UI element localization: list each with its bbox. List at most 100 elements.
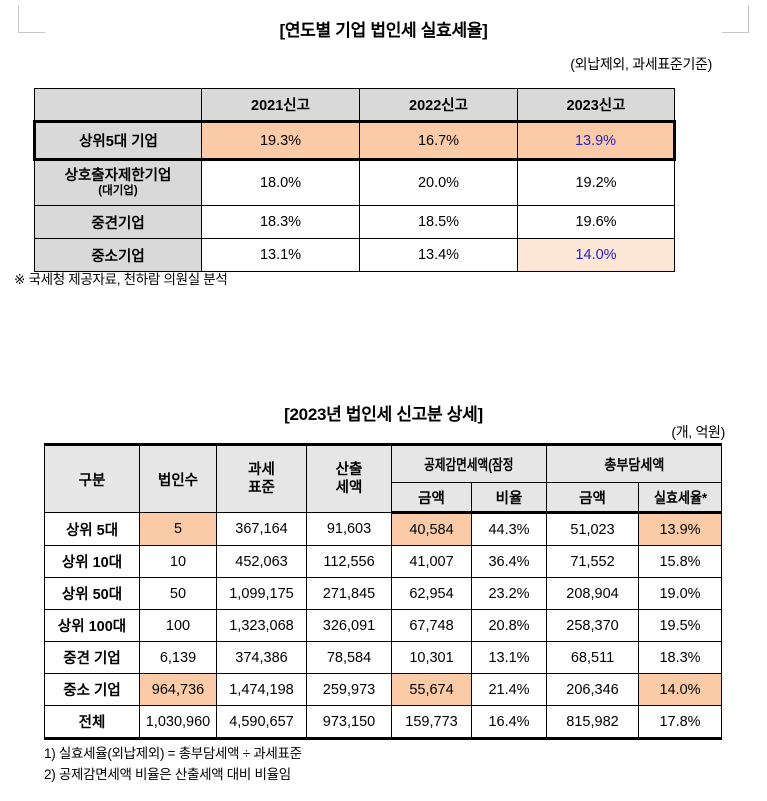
table2-row-label-midsize: 중견 기업 (44, 641, 140, 674)
table2-cell-effective-rate-total: 17.8% (637, 705, 723, 740)
table2-cell-computed-tax-top5: 91,603 (306, 512, 392, 546)
table2-row-label-sme: 중소 기업 (44, 673, 140, 706)
table2-header-computed-tax-line2: 세액 (335, 480, 363, 496)
table2-cell-deduction-ratio-total: 16.4% (471, 705, 547, 740)
table2-row-label-top100: 상위 100대 (44, 609, 140, 642)
section2-title: [2023년 법인세 신고분 상세] (284, 405, 483, 424)
table1-cell-cross-2022: 20.0% (359, 159, 518, 206)
table2-cell-corp-count-midsize: 6,139 (139, 641, 217, 674)
table1-cell-sme-2022: 13.4% (359, 238, 518, 272)
table2-header-tax-base-line1: 과세 (248, 461, 275, 478)
table2-header-tax-base-line2: 표준 (248, 480, 275, 496)
table1-corner-header (34, 88, 202, 122)
table2-cell-deduction-ratio-top5: 44.3% (471, 512, 547, 546)
table1-cell-midsize-2023: 19.6% (517, 205, 675, 239)
table1-row-label-sme: 중소기업 (34, 238, 202, 272)
table2-cell-deduction-amount-top100: 67,748 (391, 609, 472, 642)
section1-unit-note: (외납제외, 과세표준기준) (570, 56, 712, 72)
section2-table-wrap: 구분 법인수 과세 표준 산출 세액 공제감면세액(잠정 총부담세액 금액 (0, 443, 767, 740)
section-yearly-effective-tax-rate: [연도별 기업 법인세 실효세율] (0, 16, 767, 41)
table2-header-gubun: 구분 (44, 443, 140, 513)
section1-unit-note-wrap: (외납제외, 과세표준기준) (0, 54, 767, 74)
table2-row-label-total: 전체 (44, 705, 140, 740)
table2-cell-total-burden-total: 815,982 (546, 705, 639, 740)
table1-col-header-2021: 2021신고 (201, 88, 360, 122)
table1-row-cross-shareholding: 상호출자제한기업 (대기업) 18.0% 20.0% 19.2% (34, 159, 675, 206)
table2-cell-deduction-amount-top10: 41,007 (391, 545, 472, 578)
crop-mark-top-left (18, 6, 45, 33)
section-2023-detail: [2023년 법인세 신고분 상세] (0, 400, 767, 425)
table2-cell-total-burden-top100: 258,370 (546, 609, 639, 642)
table2-cell-deduction-ratio-top10: 36.4% (471, 545, 547, 578)
table1-cell-top5-2023: 13.9% (517, 120, 676, 161)
table2-cell-deduction-ratio-midsize: 13.1% (471, 641, 547, 674)
table2-cell-deduction-amount-midsize: 10,301 (391, 641, 472, 674)
table2-cell-corp-count-top5: 5 (139, 512, 217, 546)
table2-cell-tax-base-midsize: 374,386 (216, 641, 307, 674)
table2-cell-tax-base-top100: 1,323,068 (216, 609, 307, 642)
table1-col-header-2023: 2023신고 (517, 88, 675, 122)
table-row: 상위 100대 100 1,323,068 326,091 67,748 20.… (44, 609, 723, 642)
table2-cell-total-burden-top10: 71,552 (546, 545, 639, 578)
table-row: 상위 5대 5 367,164 91,603 40,584 44.3% 51,0… (44, 512, 723, 546)
section2-footnote-1: 1) 실효세율(외납제외) = 총부담세액 ÷ 과세표준 (44, 746, 302, 761)
table1-cell-top5-2022: 16.7% (359, 120, 518, 161)
table2-cell-deduction-amount-sme: 55,674 (391, 673, 472, 706)
table1-cell-top5-2021: 19.3% (201, 120, 360, 161)
table2-header-total-burden-amount: 금액 (546, 482, 639, 514)
table2-cell-effective-rate-sme: 14.0% (637, 673, 723, 706)
table2-cell-total-burden-sme: 206,346 (546, 673, 639, 706)
table1-row-label-cross-shareholding: 상호출자제한기업 (대기업) (34, 159, 202, 206)
table2-cell-tax-base-top50: 1,099,175 (216, 577, 307, 610)
crop-mark-top-right (722, 6, 749, 33)
table-row: 상위 10대 10 452,063 112,556 41,007 36.4% 7… (44, 545, 723, 578)
table2-cell-computed-tax-midsize: 78,584 (306, 641, 392, 674)
table1-cell-sme-2021: 13.1% (201, 238, 360, 272)
table1-row-top5: 상위5대 기업 19.3% 16.7% 13.9% (33, 120, 676, 161)
table-row: 중소 기업 964,736 1,474,198 259,973 55,674 2… (44, 673, 723, 706)
table1-row-label-cross-shareholding-main: 상호출자제한기업 (64, 167, 172, 184)
table1-row-label-top5: 상위5대 기업 (33, 120, 202, 161)
section2-footnotes-wrap: 1) 실효세율(외납제외) = 총부담세액 ÷ 과세표준 2) 공제감면세액 비… (0, 744, 767, 786)
table2-cell-deduction-amount-total: 159,773 (391, 705, 472, 740)
table1-col-header-2022: 2022신고 (359, 88, 518, 122)
table-row: 중견 기업 6,139 374,386 78,584 10,301 13.1% … (44, 641, 723, 674)
section2-unit-note-wrap: (개, 억원) (0, 422, 767, 442)
section1-title: [연도별 기업 법인세 실효세율] (279, 21, 488, 40)
table2-cell-corp-count-total: 1,030,960 (139, 705, 217, 740)
table-row: 전체 1,030,960 4,590,657 973,150 159,773 1… (44, 705, 723, 740)
table2-cell-tax-base-sme: 1,474,198 (216, 673, 307, 706)
table2-header-row-bottom: 금액 비율 금액 실효세율* (45, 482, 723, 514)
table2-cell-total-burden-top50: 208,904 (546, 577, 639, 610)
table2-cell-deduction-amount-top5: 40,584 (391, 512, 472, 546)
table2-cell-deduction-ratio-top50: 23.2% (471, 577, 547, 610)
table2-header-computed-tax: 산출 세액 (306, 443, 392, 513)
table2-header-deduction-amount: 금액 (391, 482, 472, 514)
table2-cell-effective-rate-top100: 19.5% (637, 609, 723, 642)
corporate-tax-detail-table: 구분 법인수 과세 표준 산출 세액 공제감면세액(잠정 총부담세액 금액 (44, 443, 723, 740)
table1-row-midsize: 중견기업 18.3% 18.5% 19.6% (34, 205, 675, 239)
table2-header-corp-count: 법인수 (139, 443, 217, 513)
table1-cell-sme-2023: 14.0% (517, 238, 675, 272)
table2-cell-tax-base-top10: 452,063 (216, 545, 307, 578)
table1-header-row: 2021신고 2022신고 2023신고 (34, 88, 675, 122)
yearly-effective-tax-rate-table: 2021신고 2022신고 2023신고 상위5대 기업 19.3% 16.7%… (33, 88, 676, 272)
table2-cell-computed-tax-sme: 259,973 (306, 673, 392, 706)
table2-cell-computed-tax-total: 973,150 (306, 705, 392, 740)
table-row: 상위 50대 50 1,099,175 271,845 62,954 23.2%… (44, 577, 723, 610)
table2-header-group-deduction: 공제감면세액(잠정 (391, 443, 547, 483)
table2-header-row-top: 구분 법인수 과세 표준 산출 세액 공제감면세액(잠정 총부담세액 (44, 443, 723, 513)
table2-row-label-top10: 상위 10대 (44, 545, 140, 578)
table2-cell-total-burden-top5: 51,023 (546, 512, 639, 546)
table1-cell-midsize-2022: 18.5% (359, 205, 518, 239)
table2-cell-deduction-ratio-sme: 21.4% (471, 673, 547, 706)
table1-cell-midsize-2021: 18.3% (201, 205, 360, 239)
table2-header-group-deduction-text: 공제감면세액(잠정 (424, 457, 514, 474)
table1-row-sme: 중소기업 13.1% 13.4% 14.0% (34, 238, 675, 272)
table2-cell-deduction-ratio-top100: 20.8% (471, 609, 547, 642)
table2-cell-computed-tax-top100: 326,091 (306, 609, 392, 642)
table2-cell-computed-tax-top10: 112,556 (306, 545, 392, 578)
table2-cell-effective-rate-midsize: 18.3% (637, 641, 723, 674)
table1-row-label-cross-shareholding-sub: (대기업) (98, 185, 138, 198)
section2-footnote-2: 2) 공제감면세액 비율은 산출세액 대비 비율임 (44, 766, 291, 782)
